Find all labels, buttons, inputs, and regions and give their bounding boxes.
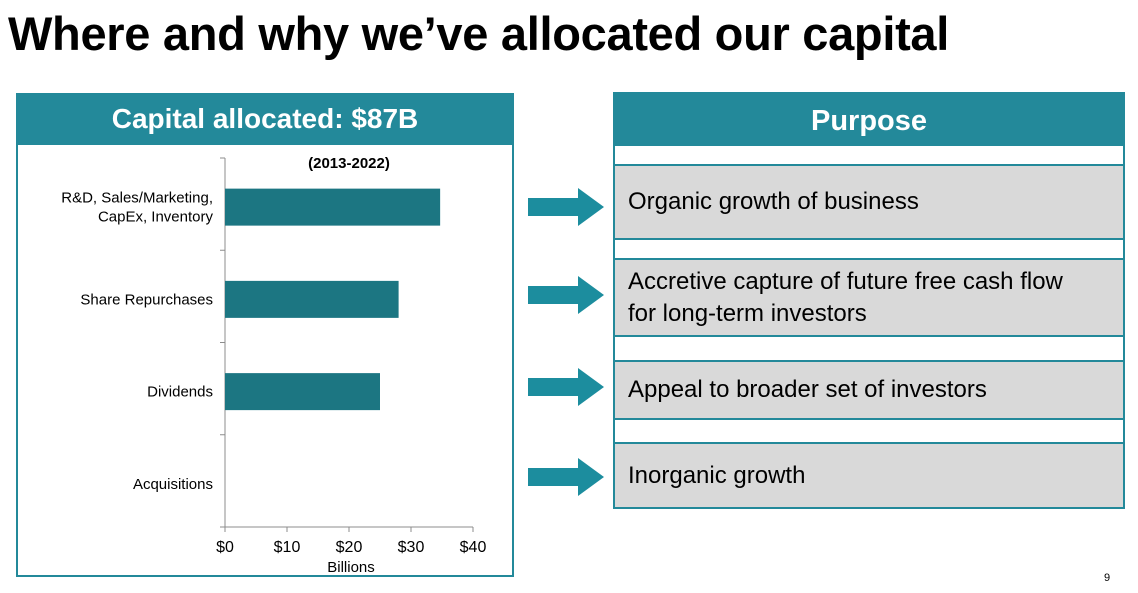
purpose-item-text: Organic growth of business bbox=[628, 188, 919, 215]
purpose-item: Inorganic growth bbox=[613, 442, 1125, 509]
page-title: Where and why we’ve allocated our capita… bbox=[8, 7, 950, 60]
purpose-item: Accretive capture of future free cash fl… bbox=[613, 258, 1125, 337]
purpose-item-text: Inorganic growth bbox=[628, 461, 806, 489]
capital-allocated-header: Capital allocated: $87B bbox=[18, 95, 512, 145]
arrow-right-icon bbox=[528, 188, 604, 226]
purpose-item: Organic growth of business bbox=[613, 164, 1125, 240]
arrow-right-icon bbox=[528, 458, 604, 496]
purpose-item-text: for long-term investors bbox=[628, 299, 867, 327]
page-number: 9 bbox=[1104, 572, 1111, 584]
purpose-header: Purpose bbox=[615, 94, 1123, 146]
arrow-right-icon bbox=[528, 276, 604, 314]
arrow-right-icon bbox=[528, 368, 604, 406]
capital-allocated-panel: Capital allocated: $87B bbox=[16, 93, 514, 577]
purpose-item: Appeal to broader set of investors bbox=[613, 360, 1125, 420]
purpose-panel: Purpose Organic growth of business Accre… bbox=[613, 92, 1125, 509]
purpose-item-text: Accretive capture of future free cash fl… bbox=[628, 267, 1063, 295]
purpose-item-text: Appeal to broader set of investors bbox=[628, 376, 987, 403]
